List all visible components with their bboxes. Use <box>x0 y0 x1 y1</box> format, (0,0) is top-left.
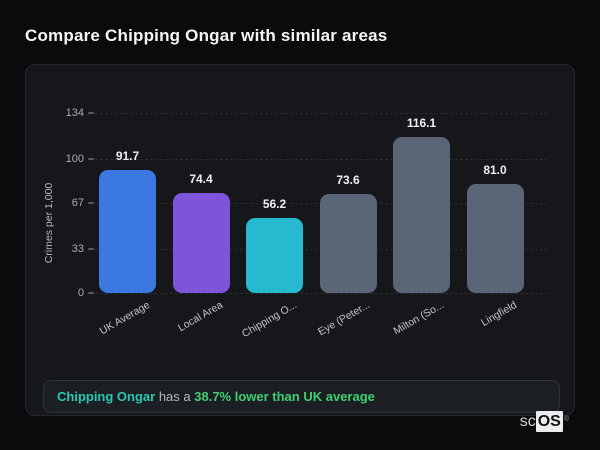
bar-value-label: 116.1 <box>406 116 437 131</box>
gridline <box>90 203 548 204</box>
y-tick-mark <box>88 247 94 250</box>
y-tick-label: 0 <box>77 287 84 299</box>
bar-value-label: 73.6 <box>336 173 360 188</box>
bar-local-area[interactable] <box>172 193 230 293</box>
x-category-label: Milton (So... <box>390 299 446 338</box>
bar-value-label: 74.4 <box>189 172 213 187</box>
x-category-label: UK Average <box>97 299 152 338</box>
y-axis-title: Crimes per 1,000 <box>43 182 55 264</box>
gridline <box>90 293 548 294</box>
bar-value-label: 81.0 <box>483 163 507 178</box>
y-tick-label: 134 <box>65 107 84 119</box>
y-tick-mark <box>88 292 94 294</box>
x-category-label: Chipping O... <box>239 299 299 341</box>
gridline <box>90 248 548 250</box>
x-category-label: Local Area <box>176 299 225 335</box>
bar-eye-peter-[interactable] <box>319 194 377 293</box>
x-category-label: Lingfield <box>479 299 519 329</box>
gridline <box>90 113 548 114</box>
chart-card: Crimes per 1,000 0 33 67 100 134 91.7 UK Avera… <box>25 64 575 416</box>
watermark-prefix: sc <box>519 413 536 430</box>
note-highlight: 38.7% lower than UK average <box>194 389 375 404</box>
y-tick-mark <box>88 157 94 160</box>
note-area-name: Chipping Ongar <box>57 389 156 404</box>
bar-value-label: 56.2 <box>262 196 287 211</box>
y-tick-mark <box>88 112 94 114</box>
y-tick-label: 100 <box>65 152 84 165</box>
bar-value-label: 91.7 <box>115 148 140 163</box>
bar-lingfield[interactable] <box>466 184 524 293</box>
page-title: Compare Chipping Ongar with similar area… <box>25 26 388 45</box>
y-tick-mark <box>88 202 94 204</box>
bar-milton-so-[interactable] <box>393 137 450 293</box>
x-category-label: Eye (Peter... <box>315 299 372 339</box>
note-connector: has a <box>155 389 195 404</box>
bar-chart: Crimes per 1,000 0 33 67 100 134 91.7 UK Avera… <box>26 65 574 415</box>
watermark-badge: OS <box>535 411 563 432</box>
y-tick-label: 67 <box>71 197 84 209</box>
registered-mark-icon: ® <box>563 416 569 423</box>
y-tick-label: 33 <box>71 242 84 255</box>
comparison-note: Chipping Ongar has a 38.7% lower than UK… <box>43 380 560 413</box>
gridline <box>90 158 548 160</box>
watermark-logo: sc OS ® <box>520 409 569 432</box>
bar-uk-average[interactable] <box>99 169 156 293</box>
bar-chipping-o-[interactable] <box>246 217 303 293</box>
